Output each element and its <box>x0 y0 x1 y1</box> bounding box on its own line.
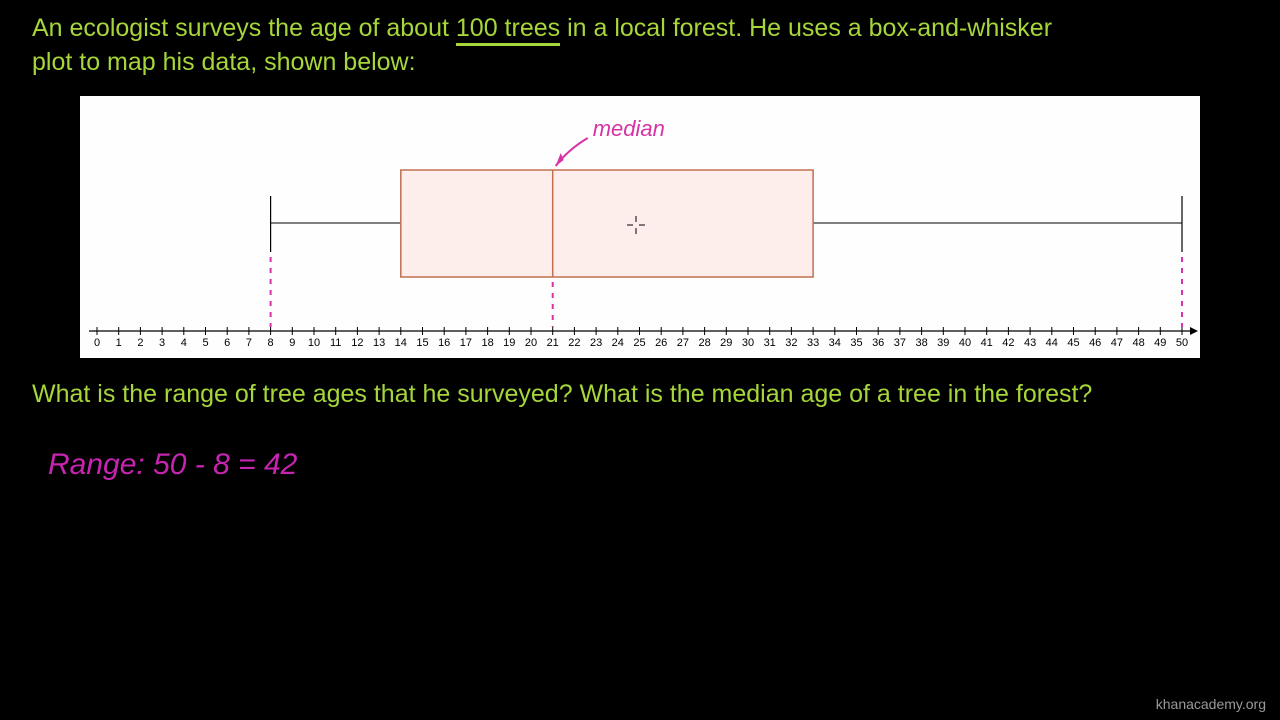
median-annotation: median <box>593 116 665 142</box>
watermark: khanacademy.org <box>1156 696 1266 712</box>
problem-statement-line2: plot to map his data, shown below: <box>32 46 416 80</box>
range-answer: Range: 50 - 8 = 42 <box>48 448 297 482</box>
problem-text-1a: An ecologist surveys the age of about <box>32 14 456 42</box>
question-text: What is the range of tree ages that he s… <box>32 378 1272 412</box>
problem-text-1b: in a local forest. He uses a box-and-whi… <box>560 14 1052 42</box>
problem-statement-line1: An ecologist surveys the age of about 10… <box>32 12 1252 46</box>
problem-highlight: 100 trees <box>456 14 560 46</box>
